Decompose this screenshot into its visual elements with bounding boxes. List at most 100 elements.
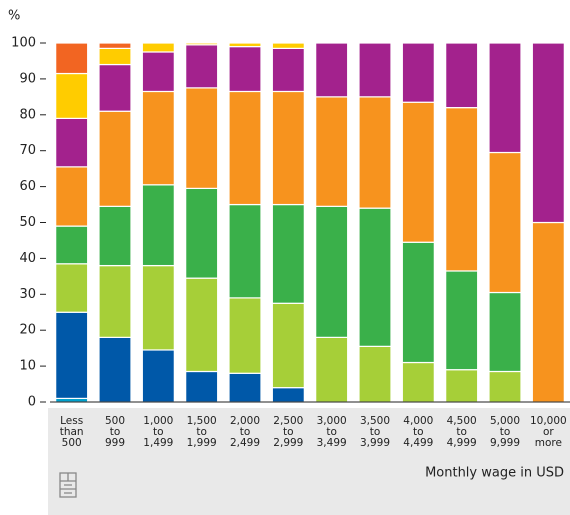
x-tick-label: 2,500 xyxy=(273,415,303,427)
bar-segment xyxy=(315,42,349,98)
x-tick-label: to xyxy=(110,426,121,438)
x-tick-label: 3,499 xyxy=(317,437,347,449)
x-tick-label: 1,500 xyxy=(187,415,217,427)
x-tick-label: to xyxy=(283,426,294,438)
x-axis-title: Monthly wage in USD xyxy=(425,466,564,481)
bar-segment xyxy=(55,166,89,227)
bar-segment xyxy=(185,187,219,279)
x-tick-label: 4,999 xyxy=(447,437,477,449)
bar-segment xyxy=(401,241,435,364)
bar-segment xyxy=(55,72,89,119)
y-unit: % xyxy=(8,9,20,24)
bar-segment xyxy=(531,221,565,403)
x-tick-label: 5,000 xyxy=(490,415,520,427)
x-tick-label: 4,499 xyxy=(403,437,433,449)
bar-segment xyxy=(141,184,175,267)
x-tick-label: 2,000 xyxy=(230,415,260,427)
bar-segment xyxy=(358,345,392,403)
y-tick-label: 70 xyxy=(19,143,36,158)
bar-segment xyxy=(55,225,89,265)
x-tick-label: 4,500 xyxy=(447,415,477,427)
x-tick-label: 2,999 xyxy=(273,437,303,449)
bar-segment xyxy=(358,96,392,209)
x-tick-label: 3,000 xyxy=(317,415,347,427)
x-tick-label: to xyxy=(413,426,424,438)
bar-segment xyxy=(98,336,132,403)
x-tick-label: 4,000 xyxy=(403,415,433,427)
bar-segment xyxy=(445,270,479,371)
x-tick-label: 999 xyxy=(105,437,125,449)
x-tick-label: to xyxy=(326,426,337,438)
y-tick-label: 20 xyxy=(19,323,36,338)
y-tick-label: 100 xyxy=(11,36,36,51)
label-panel xyxy=(48,408,570,515)
x-tick-label: 10,000 xyxy=(530,415,567,427)
bar-segment xyxy=(445,369,479,403)
y-tick-label: 40 xyxy=(19,251,36,266)
x-tick-label: 3,999 xyxy=(360,437,390,449)
y-tick-label: 0 xyxy=(28,395,36,410)
x-tick-label: than xyxy=(60,426,84,438)
bar-segment xyxy=(401,361,435,403)
bar-segment xyxy=(185,44,219,89)
bar-segment xyxy=(271,203,305,304)
x-tick-label: more xyxy=(535,437,562,449)
bar-segment xyxy=(141,42,175,53)
x-tick-label: Less xyxy=(60,415,83,427)
x-tick-label: 3,500 xyxy=(360,415,390,427)
bar-segment xyxy=(228,297,262,374)
bar-segment xyxy=(445,107,479,272)
x-tick-label: or xyxy=(543,426,554,438)
bar-segment xyxy=(358,42,392,98)
logo xyxy=(59,472,77,498)
bar-segment xyxy=(271,302,305,389)
bar-segment xyxy=(358,207,392,347)
bar-segment xyxy=(185,277,219,373)
bar-segment xyxy=(228,45,262,93)
y-tick-label: 30 xyxy=(19,287,36,302)
x-tick-label: 9,999 xyxy=(490,437,520,449)
bar-segment xyxy=(141,349,175,403)
bar-segment xyxy=(98,110,132,207)
bar-segment xyxy=(141,51,175,93)
bar-segment xyxy=(271,47,305,93)
y-tick-label: 10 xyxy=(19,359,36,374)
bar-segment xyxy=(488,42,522,154)
bar-segment xyxy=(98,205,132,267)
bar-segment xyxy=(271,42,305,49)
bar-segment xyxy=(315,336,349,403)
bar-segment xyxy=(185,370,219,403)
x-tick-label: 2,499 xyxy=(230,437,260,449)
bar-segment xyxy=(228,90,262,206)
y-tick-label: 60 xyxy=(19,179,36,194)
bar-segment xyxy=(228,372,262,403)
bar-segment xyxy=(98,47,132,66)
bar-segment xyxy=(315,205,349,338)
x-tick-label: to xyxy=(456,426,467,438)
x-tick-label: 1,999 xyxy=(187,437,217,449)
y-tick-label: 90 xyxy=(19,71,36,86)
bar-segment xyxy=(531,42,565,224)
bar-segment xyxy=(488,370,522,403)
bar-segment xyxy=(315,96,349,207)
x-tick-label: to xyxy=(500,426,511,438)
bar-segment xyxy=(55,42,89,75)
x-tick-label: to xyxy=(196,426,207,438)
bar-segment xyxy=(185,42,219,46)
bar-segment xyxy=(271,387,305,403)
bar-segment xyxy=(401,42,435,103)
y-tick-label: 80 xyxy=(19,107,36,122)
x-tick-label: 1,499 xyxy=(143,437,173,449)
bar-segment xyxy=(488,291,522,373)
bar-segment xyxy=(141,90,175,186)
bar-segment xyxy=(185,87,219,189)
x-tick-label: to xyxy=(153,426,164,438)
x-tick-label: 500 xyxy=(62,437,82,449)
bar-segment xyxy=(98,63,132,112)
bar-segment xyxy=(228,42,262,48)
bar-segment xyxy=(228,203,262,299)
bar-segment xyxy=(55,263,89,313)
y-tick-label: 50 xyxy=(19,215,36,230)
x-tick-label: 500 xyxy=(105,415,125,427)
bar-segment xyxy=(401,101,435,243)
